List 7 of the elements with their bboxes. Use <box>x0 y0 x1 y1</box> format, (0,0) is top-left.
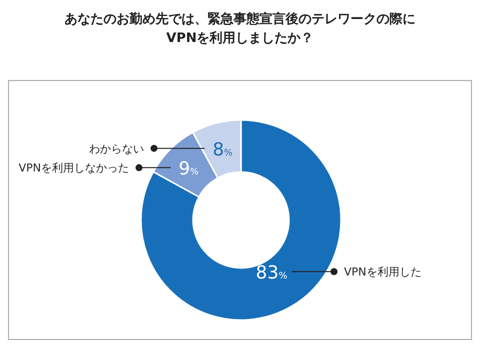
slice-label: VPNを利用した <box>344 266 422 279</box>
data-label: 83% <box>256 262 288 284</box>
data-label: 8% <box>212 139 234 160</box>
data-label: 9% <box>178 158 200 180</box>
chart-title: あなたのお勤め先では、緊急事態宣言後のテレワークの際に VPNを利用しましたか？ <box>64 11 416 46</box>
slice-label: わからない <box>89 142 144 156</box>
slice-label: VPNを利用しなかった <box>18 162 129 175</box>
